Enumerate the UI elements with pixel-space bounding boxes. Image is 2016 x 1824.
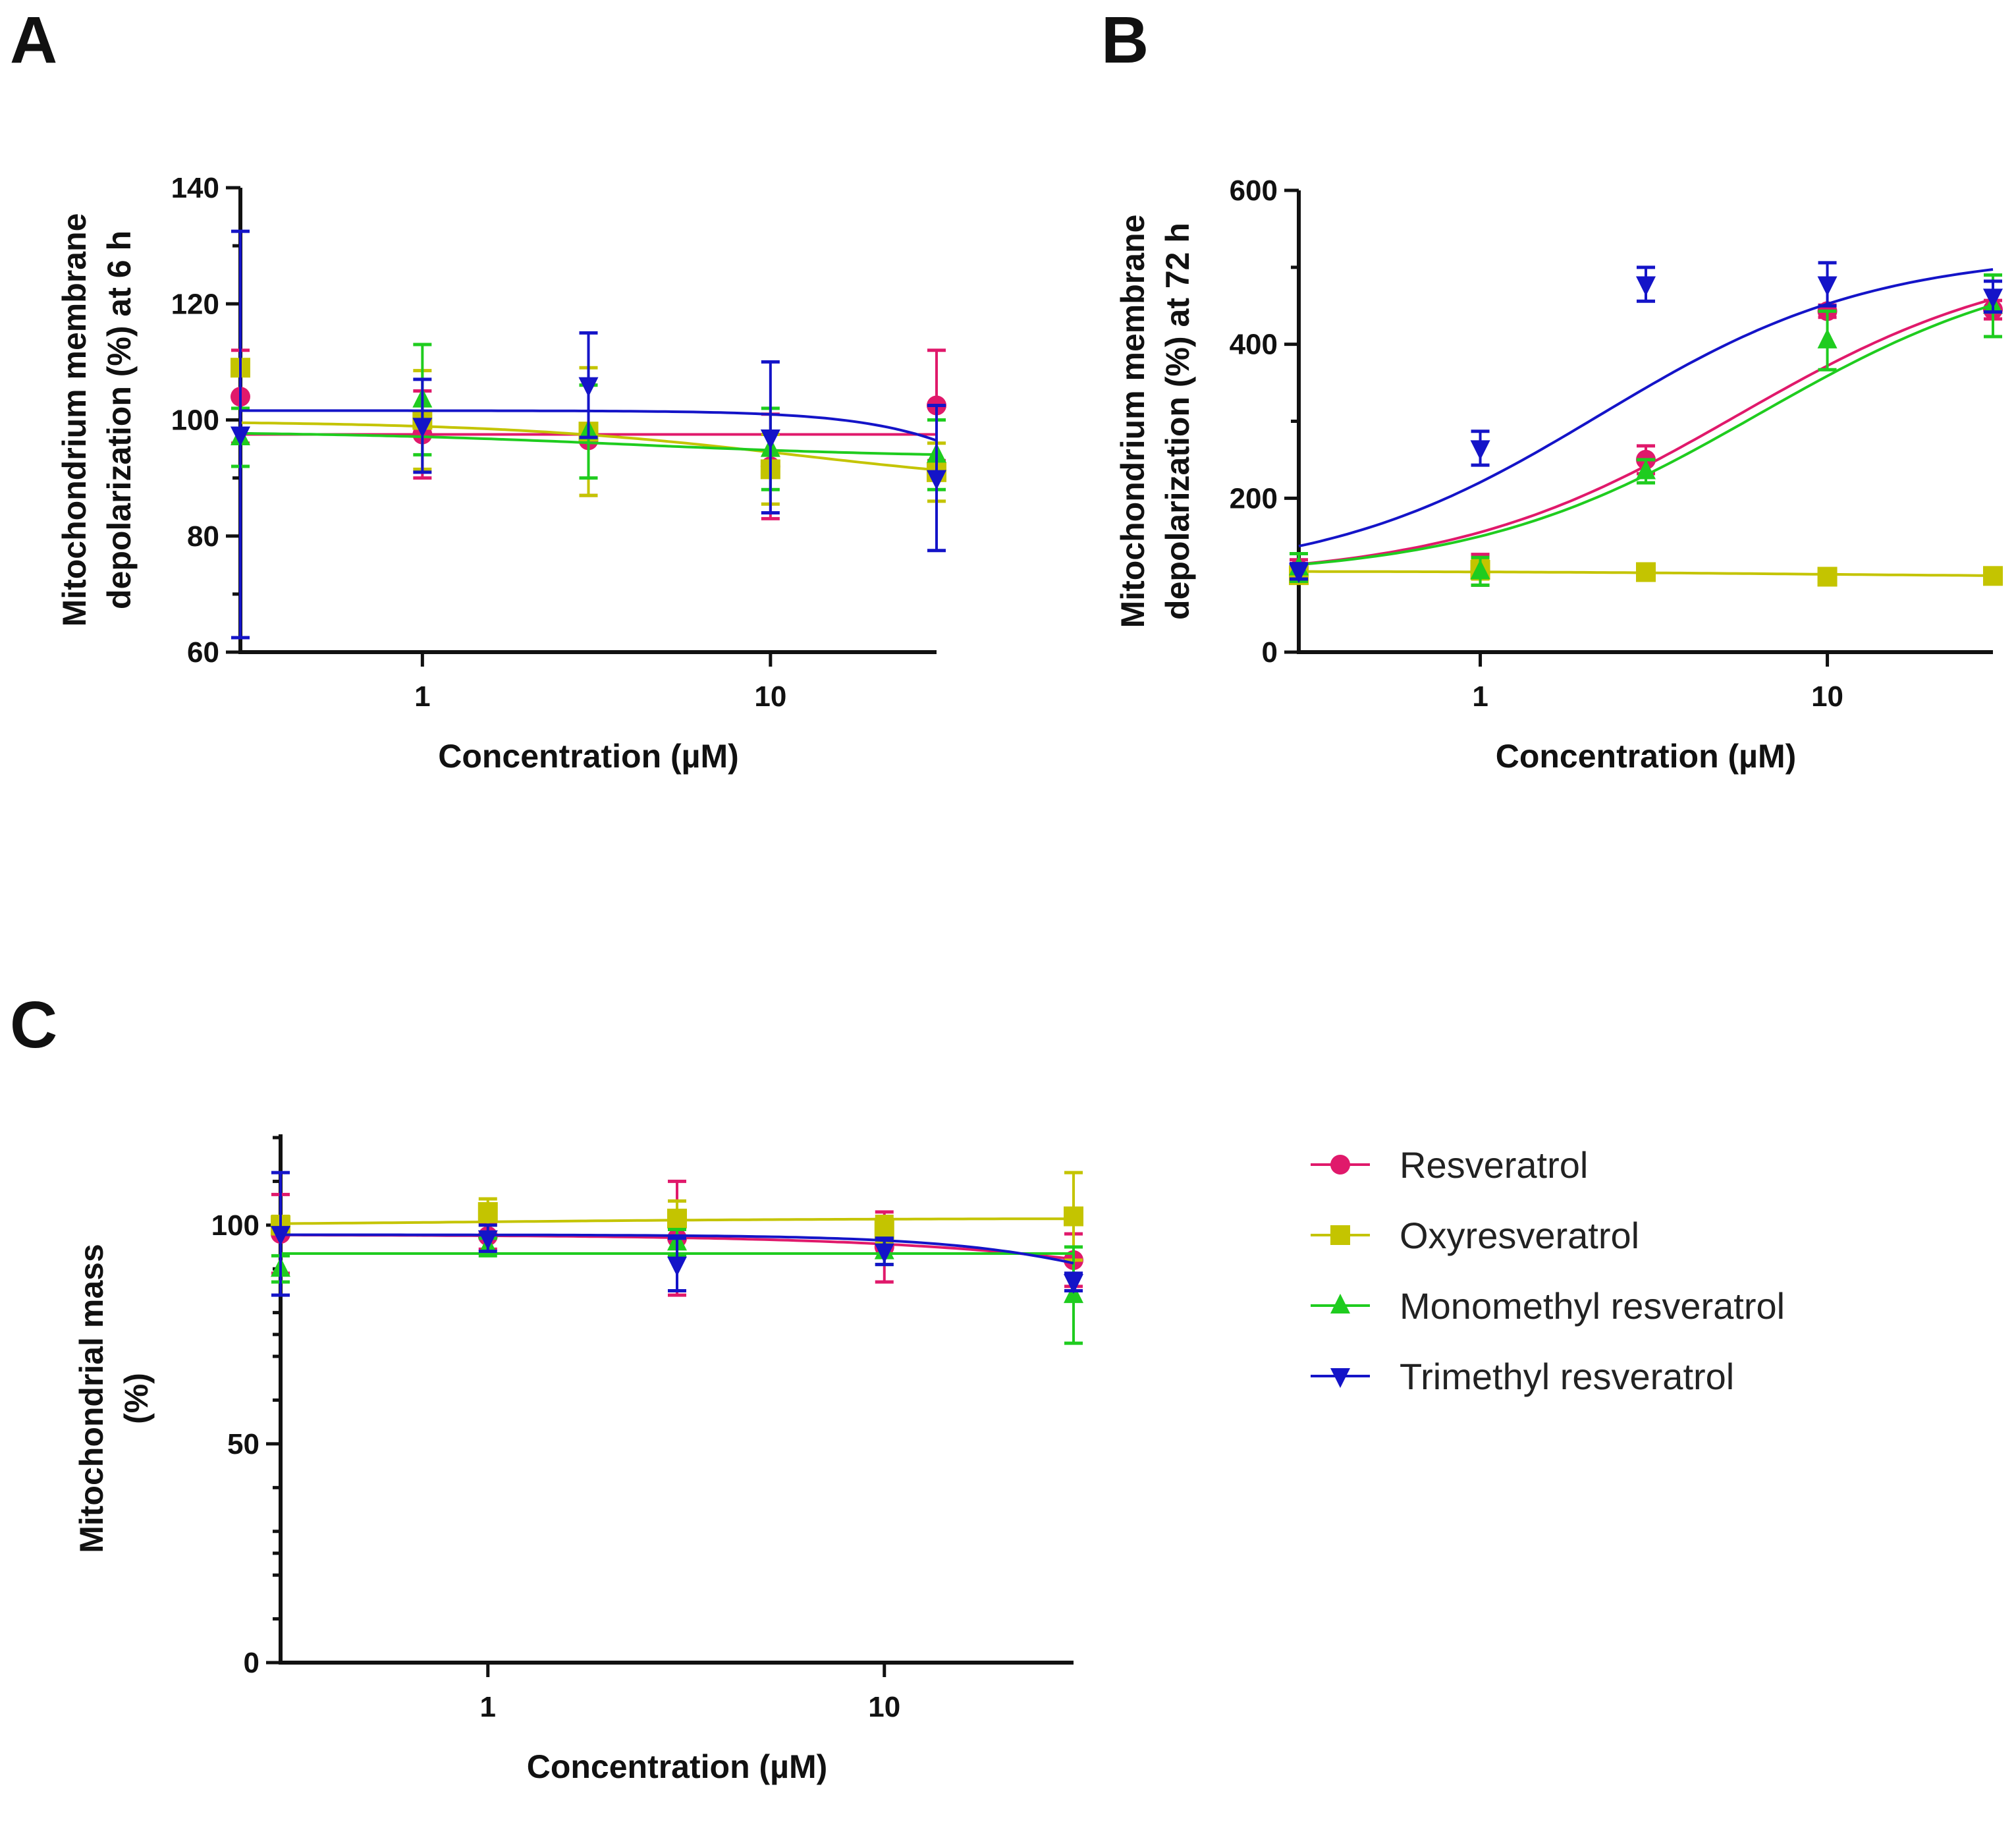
data-point xyxy=(1064,1206,1083,1227)
y-axis-title: Mitochondrial mass xyxy=(73,1244,110,1553)
data-point xyxy=(1817,328,1838,348)
x-tick-label: 10 xyxy=(868,1691,900,1723)
y-tick-label: 400 xyxy=(1230,329,1278,361)
data-point xyxy=(477,1202,498,1222)
data-point xyxy=(271,1226,290,1246)
series-oxyresveratrol xyxy=(1289,559,2003,587)
chart-panel-b: 0 200 400 600 1 10 Concentration (µM) Mitochond… xyxy=(1114,175,2003,775)
y-tick-label: 0 xyxy=(1262,636,1278,669)
legend-marker-icon xyxy=(1330,1294,1350,1313)
y-tick-label: 100 xyxy=(211,1209,259,1242)
data-point xyxy=(1636,459,1656,480)
legend-label: Oxyresveratrol xyxy=(1400,1215,1639,1256)
data-point xyxy=(1817,567,1838,587)
data-point xyxy=(1636,276,1656,296)
data-point xyxy=(760,429,780,449)
data-point xyxy=(1983,289,2003,309)
y-tick-label: 100 xyxy=(171,404,219,437)
legend-label: Resveratrol xyxy=(1400,1144,1588,1186)
data-point xyxy=(1636,562,1656,582)
x-tick-label: 1 xyxy=(414,680,430,713)
y-tick-label: 80 xyxy=(187,520,219,553)
y-axis-title: depolarization (%) at 72 h xyxy=(1159,223,1196,620)
y-tick-label: 200 xyxy=(1230,482,1278,514)
y-axis-title: Mitochondrium membrane xyxy=(1114,215,1151,628)
y-tick-label: 50 xyxy=(227,1428,259,1460)
data-point xyxy=(1983,566,2003,586)
panel-label-c: C xyxy=(10,988,57,1062)
legend: Resveratrol Oxyresveratrol Monomethyl resv… xyxy=(1311,1144,1785,1397)
x-tick-label: 1 xyxy=(480,1691,496,1723)
y-tick-label: 120 xyxy=(171,288,219,320)
series-trimethyl-resveratrol xyxy=(231,229,946,640)
legend-item: Resveratrol xyxy=(1311,1144,1588,1186)
fit-curve xyxy=(1298,303,1994,567)
legend-item: Oxyresveratrol xyxy=(1311,1215,1639,1256)
series-monomethyl-resveratrol xyxy=(1289,273,2003,587)
data-point xyxy=(874,1243,894,1263)
x-tick-label: 10 xyxy=(1811,680,1843,713)
y-tick-label: 140 xyxy=(171,172,219,204)
data-point xyxy=(477,1230,498,1250)
series-trimethyl-resveratrol xyxy=(1289,261,2003,584)
data-point xyxy=(1470,440,1490,460)
data-point xyxy=(231,426,250,447)
chart-panel-a: 60 80 100 120 140 1 10 Concentration (µM) Mitoch… xyxy=(56,172,946,775)
data-point xyxy=(1289,563,1309,584)
x-axis-title: Concentration (µM) xyxy=(438,738,739,775)
legend-marker-icon xyxy=(1330,1368,1350,1388)
legend-item: Trimethyl resveratrol xyxy=(1311,1356,1734,1397)
legend-marker-icon xyxy=(1330,1155,1350,1175)
legend-marker-icon xyxy=(1330,1225,1350,1245)
series-trimethyl-resveratrol xyxy=(271,1171,1083,1297)
x-tick-label: 10 xyxy=(754,680,786,713)
x-axis-title: Concentration (µM) xyxy=(1496,738,1797,775)
chart-panel-c: 0 50 100 1 10 Concentration (µM) Mitochondrial… xyxy=(73,1134,1083,1785)
fit-curve xyxy=(281,1233,1074,1265)
fit-curve xyxy=(1298,298,1994,566)
fit-curve xyxy=(1298,268,1994,548)
panel-label-b: B xyxy=(1101,3,1149,77)
x-tick-label: 1 xyxy=(1472,680,1488,713)
panel-label-a: A xyxy=(10,3,57,77)
legend-label: Monomethyl resveratrol xyxy=(1400,1285,1785,1327)
data-point xyxy=(667,1256,687,1277)
legend-item: Monomethyl resveratrol xyxy=(1311,1285,1785,1327)
y-axis-title: Mitochondrium membrane xyxy=(56,213,93,627)
data-point xyxy=(1064,1274,1083,1294)
x-axis-title: Concentration (µM) xyxy=(527,1748,828,1785)
legend-label: Trimethyl resveratrol xyxy=(1400,1356,1734,1397)
data-point xyxy=(412,418,433,438)
y-tick-label: 60 xyxy=(187,636,219,669)
y-axis-title: depolarization (%) at 6 h xyxy=(101,231,138,609)
y-tick-label: 600 xyxy=(1230,175,1278,207)
y-axis-title: (%) xyxy=(118,1373,155,1424)
data-point xyxy=(927,470,946,490)
data-point xyxy=(874,1219,894,1240)
y-tick-label: 0 xyxy=(244,1647,259,1679)
data-point xyxy=(1470,559,1490,580)
data-point xyxy=(667,1208,687,1229)
data-point xyxy=(578,377,599,397)
data-point xyxy=(1817,276,1838,296)
